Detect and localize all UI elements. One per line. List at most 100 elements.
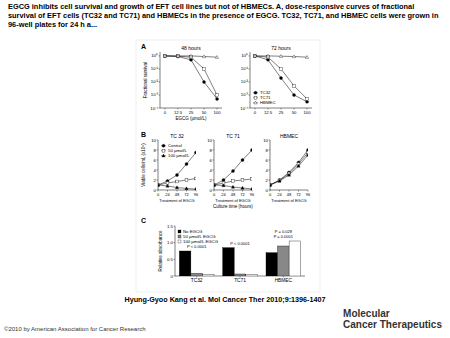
y-tick xyxy=(249,55,251,56)
x-tick-label: TC71 xyxy=(234,278,246,283)
y-tick xyxy=(269,180,271,181)
point xyxy=(166,184,169,187)
series-line xyxy=(270,150,308,185)
y-tick xyxy=(213,160,215,161)
point xyxy=(305,55,308,58)
series-line xyxy=(270,155,308,185)
y-tick-label: 2 xyxy=(154,178,157,183)
x-tick-label: 72 xyxy=(240,192,245,197)
series-line xyxy=(158,153,196,186)
y-tick-label: 1.0 xyxy=(167,240,174,245)
annotation: Treatment of EGCG xyxy=(271,198,306,203)
legend-swatch xyxy=(178,230,181,233)
y-tick-label: 6 xyxy=(266,158,269,163)
y-tick xyxy=(269,190,271,191)
y-tick xyxy=(159,94,161,95)
series-line xyxy=(158,179,196,186)
x-tick-label: 72 xyxy=(296,192,301,197)
y-axis xyxy=(270,140,271,190)
point xyxy=(163,54,166,57)
bar xyxy=(234,274,246,276)
y-tick-label: 10⁻⁴ xyxy=(240,106,248,111)
point xyxy=(175,186,178,189)
x-tick-label: 25 xyxy=(189,110,194,115)
y-tick xyxy=(157,180,159,181)
y-tick-label: 10 xyxy=(263,138,268,143)
y-tick-label: 10⁻² xyxy=(151,79,159,84)
chart-title: TC 32 xyxy=(170,133,184,139)
x-tick-label: 0 xyxy=(164,110,167,115)
point xyxy=(216,97,219,100)
x-tick-label: 0 xyxy=(213,192,216,197)
x-axis xyxy=(214,190,252,191)
y-tick-label: 10⁻¹ xyxy=(151,66,159,71)
legend-marker xyxy=(254,91,257,94)
point xyxy=(270,184,272,187)
point xyxy=(254,55,257,58)
y-tick-label: 4 xyxy=(266,168,269,173)
point xyxy=(202,55,205,58)
y-tick xyxy=(174,242,176,243)
legend: No EGCG50 µmol/L EGCG100 µmol/L EGCG xyxy=(178,229,219,244)
y-tick-label: 2 xyxy=(266,178,269,183)
series-line xyxy=(270,153,308,186)
y-tick xyxy=(159,68,161,69)
y-tick-label: 8 xyxy=(154,148,157,153)
chart: 10⁰10⁻¹10⁻²10⁻³10⁻⁴012.5255010048 hoursA… xyxy=(141,43,222,122)
x-tick-label: 48 xyxy=(231,192,236,197)
x-label: EGCG (µmol/L) xyxy=(175,116,207,121)
point xyxy=(253,54,256,57)
x-tick-label: 48 xyxy=(175,192,180,197)
y-tick-label: 0.5 xyxy=(167,257,174,262)
x-axis xyxy=(160,108,222,109)
chart: 0246810024487296TC 32BViable cells/mL (x… xyxy=(141,131,199,203)
journal-line: Cancer Therapeutics xyxy=(343,319,442,330)
copyright: ©2010 by American Association for Cancer… xyxy=(4,326,146,332)
x-tick-label: 12.5 xyxy=(174,110,183,115)
point xyxy=(306,153,308,156)
x-tick-label: 48 xyxy=(287,192,292,197)
y-tick-label: 10⁻¹ xyxy=(241,66,249,71)
y-label: Fractional survival xyxy=(143,62,148,98)
y-tick xyxy=(213,150,215,151)
y-tick xyxy=(213,140,215,141)
marks xyxy=(163,54,218,100)
y-tick-label: 6 xyxy=(154,158,157,163)
y-tick xyxy=(157,160,159,161)
y-axis xyxy=(250,52,251,108)
annotation: P < 0.0001 xyxy=(187,244,207,249)
x-tick-label: 96 xyxy=(194,192,199,197)
x-label: Culture time (hours) xyxy=(213,204,253,209)
point xyxy=(306,97,309,100)
y-tick xyxy=(157,140,159,141)
bar xyxy=(202,274,214,276)
x-tick-label: 72 xyxy=(184,192,189,197)
point xyxy=(222,184,225,187)
y-tick xyxy=(213,180,215,181)
series-line xyxy=(214,179,252,185)
marks xyxy=(179,241,300,276)
legend-marker xyxy=(162,149,165,152)
series-line xyxy=(214,150,252,185)
y-tick-label: 6 xyxy=(210,158,213,163)
point xyxy=(241,179,244,182)
point xyxy=(232,170,235,173)
x-tick-label: 25 xyxy=(279,110,284,115)
y-tick xyxy=(249,94,251,95)
y-axis xyxy=(175,226,176,276)
x-axis xyxy=(250,108,312,109)
point xyxy=(176,174,179,177)
point xyxy=(203,80,206,83)
legend-label: HBMEC xyxy=(260,100,276,105)
y-tick xyxy=(159,108,161,109)
y-tick xyxy=(159,81,161,82)
y-tick xyxy=(213,170,215,171)
point xyxy=(280,68,283,71)
chart-title: 72 hours xyxy=(271,45,291,51)
point xyxy=(163,54,166,57)
point xyxy=(185,163,188,166)
y-tick-label: 10⁰ xyxy=(241,53,248,58)
bar xyxy=(191,273,203,276)
y-tick-label: 4 xyxy=(210,168,213,173)
bar xyxy=(266,253,278,276)
